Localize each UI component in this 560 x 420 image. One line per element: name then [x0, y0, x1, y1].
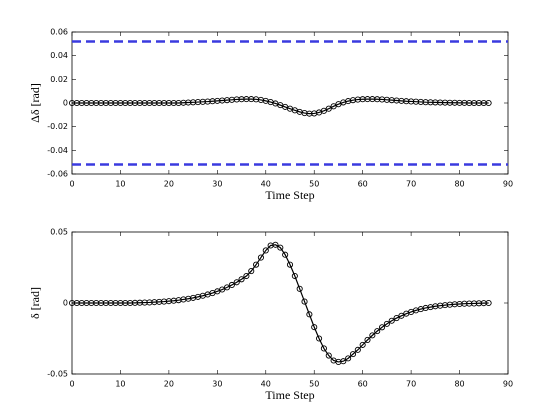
- y-tick-label: -0.04: [47, 146, 68, 155]
- data-point: [374, 328, 381, 335]
- y-tick-label: 0.04: [50, 51, 68, 60]
- x-tick-label: 50: [309, 380, 319, 389]
- data-point: [393, 315, 400, 322]
- data-point: [228, 281, 235, 289]
- data-point: [291, 272, 298, 280]
- x-tick-label: 90: [503, 180, 513, 189]
- data-point: [301, 298, 308, 305]
- data-point: [272, 241, 279, 248]
- data-point: [485, 99, 492, 107]
- x-axis-label: Time Step: [265, 188, 314, 202]
- data-point: [378, 324, 386, 331]
- data-point: [248, 267, 255, 275]
- data-point: [388, 317, 395, 324]
- data-point: [320, 345, 327, 352]
- data-point: [364, 336, 371, 343]
- y-tick-label: -0.02: [47, 122, 68, 131]
- x-tick-label: 20: [164, 180, 174, 189]
- data-point: [253, 261, 260, 268]
- data-point: [277, 244, 284, 251]
- data-point: [233, 279, 240, 286]
- data-line: [72, 98, 489, 115]
- data-point: [282, 251, 289, 258]
- x-tick-label: 50: [309, 180, 319, 189]
- x-axis-label: Time Step: [265, 388, 314, 402]
- data-point: [238, 276, 245, 283]
- x-tick-label: 10: [115, 180, 125, 189]
- x-tick-label: 0: [69, 380, 74, 389]
- x-tick-label: 60: [358, 380, 368, 389]
- data-point: [349, 351, 357, 358]
- data-point: [330, 103, 337, 110]
- x-tick-label: 30: [212, 180, 222, 189]
- data-point: [325, 352, 332, 359]
- data-point: [340, 358, 347, 365]
- x-tick-label: 40: [261, 380, 271, 389]
- x-tick-label: 10: [115, 380, 125, 389]
- data-point: [325, 105, 332, 112]
- x-tick-label: 30: [212, 380, 222, 389]
- data-point: [383, 320, 390, 327]
- y-axis-label: δ [rad]: [28, 287, 42, 319]
- data-point: [354, 346, 361, 353]
- data-point: [219, 286, 226, 293]
- x-tick-label: 70: [406, 380, 416, 389]
- data-point: [262, 247, 269, 254]
- x-tick-label: 80: [454, 180, 464, 189]
- y-tick-label: 0.05: [50, 228, 68, 237]
- y-tick-label: -0.06: [47, 170, 68, 179]
- x-tick-label: 40: [261, 180, 271, 189]
- data-point: [485, 299, 492, 307]
- y-axis-label: Δδ [rad]: [28, 83, 42, 123]
- y-tick-label: 0: [63, 299, 68, 308]
- x-tick-label: 0: [69, 180, 74, 189]
- data-point: [296, 285, 303, 292]
- x-tick-label: 80: [454, 380, 464, 389]
- data-point: [398, 312, 405, 319]
- data-point: [243, 272, 250, 280]
- data-line: [72, 244, 489, 363]
- data-point: [345, 355, 352, 362]
- data-point: [320, 107, 327, 114]
- y-tick-label: -0.05: [47, 370, 68, 379]
- data-point: [316, 335, 323, 342]
- data-point: [286, 261, 294, 268]
- data-point: [257, 254, 264, 261]
- data-point: [369, 332, 376, 339]
- data-point: [306, 311, 313, 318]
- data-point: [311, 324, 318, 331]
- x-tick-label: 20: [164, 380, 174, 389]
- data-point: [223, 284, 231, 291]
- x-tick-label: 90: [503, 380, 513, 389]
- y-tick-label: 0: [63, 99, 68, 108]
- y-tick-label: 0.02: [50, 75, 68, 84]
- data-point: [359, 341, 366, 348]
- x-tick-label: 60: [358, 180, 368, 189]
- y-tick-label: 0.06: [50, 28, 68, 37]
- x-tick-label: 70: [406, 180, 416, 189]
